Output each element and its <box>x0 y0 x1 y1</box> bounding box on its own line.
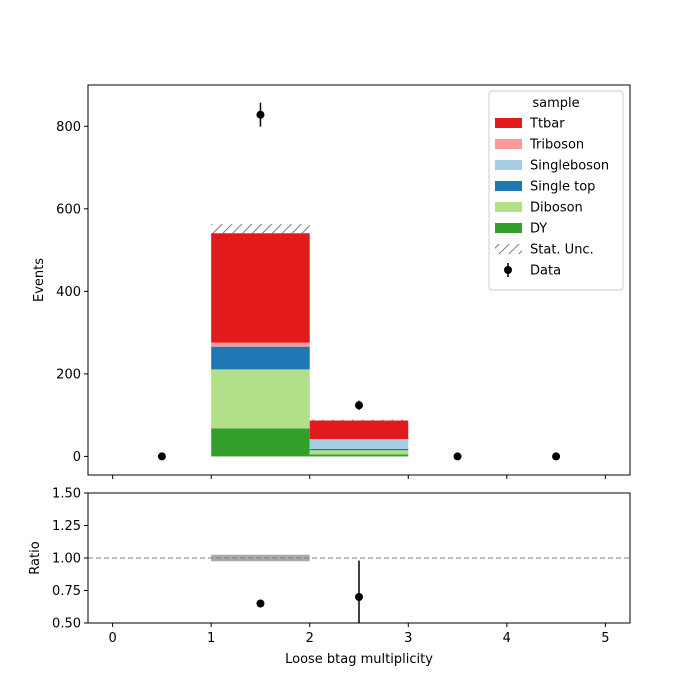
main-y-tick-label-400: 400 <box>56 285 81 300</box>
legend-title: sample <box>532 96 579 111</box>
legend: sample Ttbar Triboson Singleboson Single to… <box>488 90 624 291</box>
ratio-x-tick-label-4: 4 <box>503 631 511 646</box>
bar-diboson-bin-1 <box>211 369 310 429</box>
ratio-point-0 <box>256 599 265 608</box>
ratio-x-tick-label-1: 1 <box>207 631 215 646</box>
legend-swatch-diboson <box>495 202 522 212</box>
main-y-tick-label-600: 600 <box>56 202 81 217</box>
stacked-bars <box>211 233 409 457</box>
main-y-tick-label-800: 800 <box>56 120 81 135</box>
y-axis-label: Events <box>32 258 47 302</box>
main-y-tick-label-0: 0 <box>73 450 81 465</box>
main-y-tick-label-200: 200 <box>56 367 81 382</box>
legend-label-diboson: Diboson <box>530 201 583 216</box>
legend-marker-data <box>504 266 512 274</box>
main-plot-panel: 0 200 400 600 800 <box>56 84 631 479</box>
ratio-point-1 <box>355 593 363 601</box>
bar-singleboson-bin-2 <box>309 439 409 449</box>
main-x-ticks <box>112 475 606 479</box>
bar-single-top-bin-1 <box>211 346 310 370</box>
main-y-ticks: 0 200 400 600 800 <box>56 120 88 465</box>
ratio-y-tick-label-0.50: 0.50 <box>52 617 81 632</box>
ratio-x-ticks: 0 1 2 3 4 5 <box>108 623 610 646</box>
ratio-y-tick-label-1.25: 1.25 <box>52 519 81 534</box>
legend-label-triboson: Triboson <box>529 138 584 153</box>
ratio-x-tick-label-2: 2 <box>306 631 314 646</box>
stat-uncertainty-band <box>211 224 409 421</box>
data-point-2 <box>355 401 363 410</box>
legend-label-data: Data <box>530 264 561 279</box>
ratio-x-tick-label-0: 0 <box>108 631 116 646</box>
data-points <box>157 102 561 461</box>
ratio-y-axis-label: Ratio <box>28 541 43 574</box>
legend-swatch-triboson <box>495 139 522 149</box>
ratio-x-tick-label-5: 5 <box>601 631 609 646</box>
stat-unc-bin-2 <box>309 419 409 421</box>
ratio-plot-frame <box>87 492 631 624</box>
ratio-y-tick-label-1.50: 1.50 <box>52 487 81 502</box>
legend-swatch-singleboson <box>495 160 522 170</box>
bar-dy-bin-1 <box>211 428 310 457</box>
ratio-plot-panel: 0 1 2 3 4 5 0.50 0.75 1.00 1.25 1.50 <box>52 487 631 646</box>
legend-swatch-single-top <box>495 181 522 191</box>
bar-triboson-bin-1 <box>211 342 310 347</box>
ratio-points <box>256 560 363 623</box>
data-point-4 <box>552 452 561 461</box>
legend-swatch-ttbar <box>495 118 522 128</box>
ratio-y-tick-label-0.75: 0.75 <box>52 584 81 599</box>
legend-label-single-top: Single top <box>530 180 595 195</box>
bar-single-top-bin-2 <box>309 449 409 451</box>
main-plot-frame <box>87 84 631 476</box>
legend-label-ttbar: Ttbar <box>529 117 565 132</box>
data-point-0 <box>157 452 166 461</box>
ratio-y-ticks: 0.50 0.75 1.00 1.25 1.50 <box>52 487 88 632</box>
ratio-y-tick-label-1.00: 1.00 <box>52 552 81 567</box>
legend-box <box>488 90 624 291</box>
legend-entries: Ttbar Triboson Singleboson Single top Diboso… <box>495 117 609 279</box>
ratio-x-tick-label-3: 3 <box>404 631 412 646</box>
data-point-3 <box>453 452 462 461</box>
legend-label-singleboson: Singleboson <box>530 159 609 174</box>
legend-swatch-dy <box>495 223 522 233</box>
bar-ttbar-bin-2 <box>309 420 409 440</box>
legend-label-dy: DY <box>530 222 547 237</box>
legend-label-stat-unc: Stat. Unc. <box>530 243 594 258</box>
legend-swatch-stat-unc <box>495 244 522 254</box>
bar-ttbar-bin-1 <box>211 233 310 343</box>
x-axis-label: Loose btag multiplicity <box>285 652 433 667</box>
data-point-1 <box>256 110 265 119</box>
bar-diboson-bin-2 <box>309 450 409 455</box>
stat-unc-bin-1 <box>211 224 310 234</box>
bar-dy-bin-2 <box>309 454 409 457</box>
